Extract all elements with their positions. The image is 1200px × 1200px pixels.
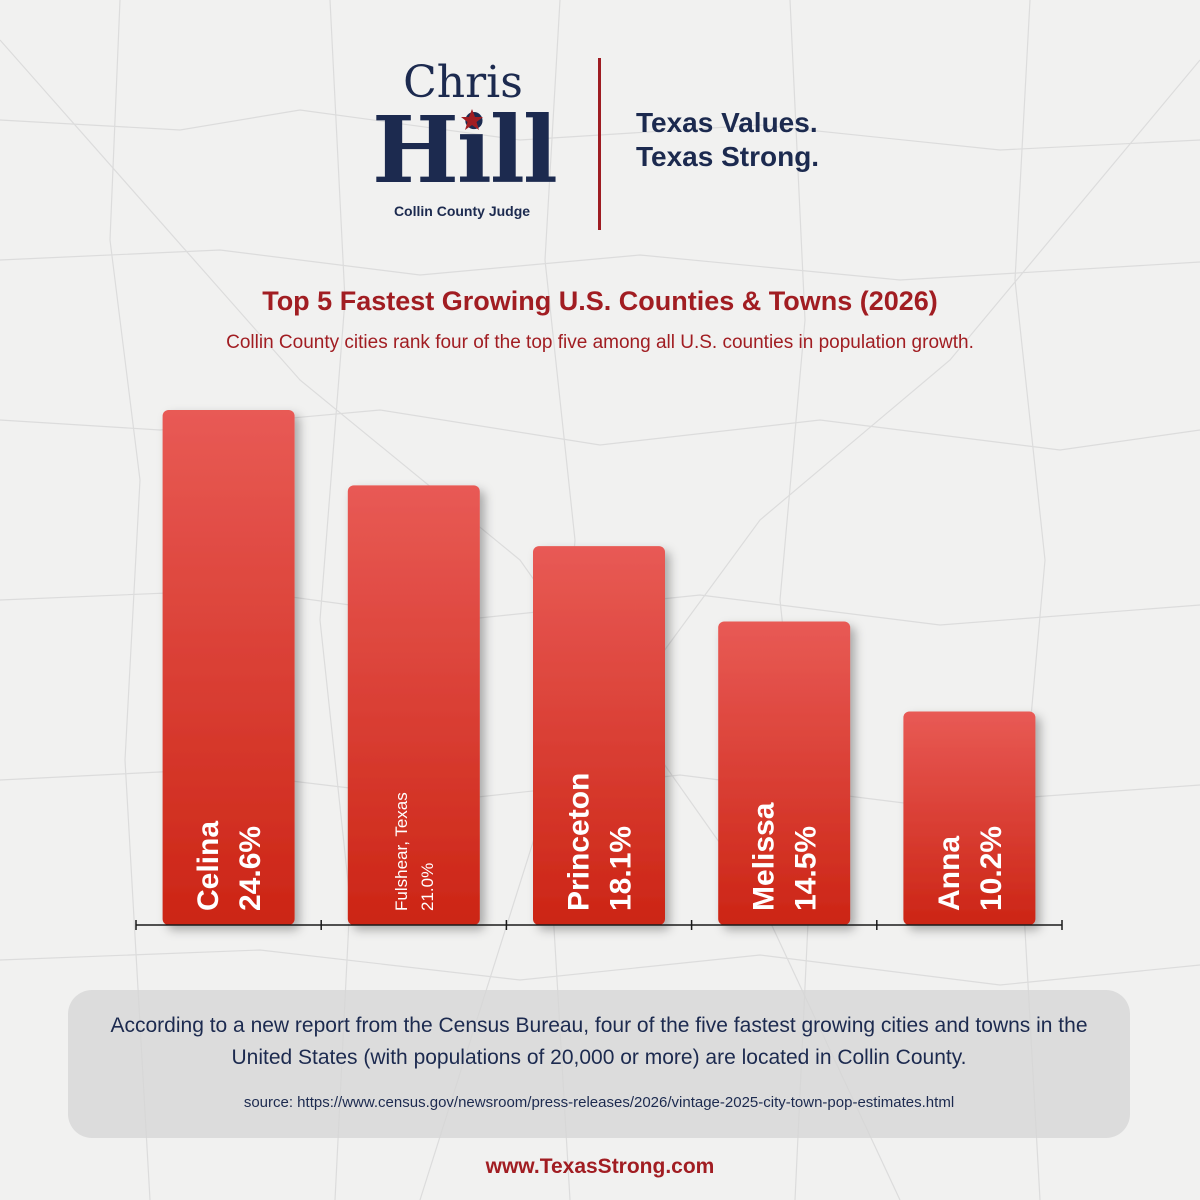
bar-category-label: Anna (933, 836, 966, 911)
bar-category-label: Melissa (748, 802, 781, 911)
bar-value-label: 10.2% (975, 826, 1008, 911)
bar-celina (162, 410, 295, 925)
slogan-line-2: Texas Strong. (636, 141, 820, 172)
star-icon (461, 109, 483, 130)
info-text: According to a new report from the Censu… (110, 1014, 1088, 1069)
slogan-line-1: Texas Values. (636, 107, 818, 138)
slogan: Texas Values. Texas Strong. (636, 106, 819, 174)
bar-category-label: Celina (192, 821, 225, 911)
logo-first-name: Chris (403, 57, 523, 108)
header-divider (598, 58, 601, 230)
logo-subtitle: Collin County Judge (393, 203, 531, 219)
bar-melissa (718, 621, 851, 925)
info-box: According to a new report from the Censu… (68, 990, 1130, 1138)
bar-value-label: 21.0% (418, 863, 437, 911)
bar-princeton (533, 546, 665, 925)
bar-value-label: 14.5% (790, 826, 823, 911)
chart-subtitle: Collin County cities rank four of the to… (226, 332, 974, 353)
footer-website-link[interactable]: www.TexasStrong.com (485, 1155, 715, 1178)
bar-anna (903, 711, 1036, 925)
bar-value-label: 18.1% (605, 826, 638, 911)
bar-category-label: Princeton (563, 773, 596, 911)
header: Chris Hill Collin County Judge Texas Val… (0, 0, 1200, 240)
bar-fulshear-texas (347, 485, 480, 925)
bar-value-label: 24.6% (234, 826, 267, 911)
chart-title: Top 5 Fastest Growing U.S. Counties & To… (262, 286, 938, 316)
source-citation: source: https://www.census.gov/newsroom/… (243, 1094, 955, 1111)
bar-category-label: Fulshear, Texas (392, 792, 411, 911)
logo-last-name: Hill (372, 96, 558, 204)
